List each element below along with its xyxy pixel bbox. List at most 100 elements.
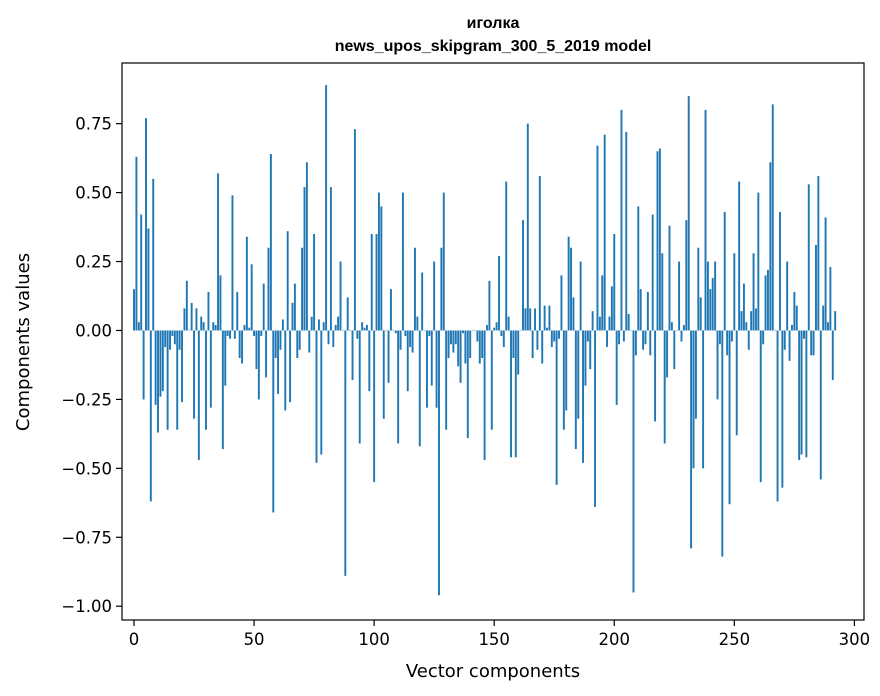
bar-230 <box>685 220 688 331</box>
bar-98 <box>368 330 371 392</box>
bar-140 <box>469 330 472 359</box>
bar-8 <box>152 178 155 331</box>
bar-189 <box>586 330 589 342</box>
bar-12 <box>161 330 164 392</box>
bar-145 <box>481 330 484 359</box>
bar-191 <box>591 311 594 331</box>
bar-244 <box>718 330 721 345</box>
bar-208 <box>632 330 635 593</box>
bar-227 <box>678 261 681 331</box>
bar-148 <box>488 280 491 331</box>
bar-73 <box>308 330 311 353</box>
bar-164 <box>526 123 529 331</box>
bar-38 <box>224 330 227 386</box>
bar-249 <box>730 330 733 342</box>
bar-185 <box>577 330 580 419</box>
bar-65 <box>289 330 292 403</box>
bar-107 <box>389 289 392 331</box>
bar-195 <box>601 275 604 331</box>
bar-61 <box>279 330 282 350</box>
bar-260 <box>757 192 760 331</box>
bar-120 <box>421 272 424 331</box>
chart-title-line1: иголка <box>467 15 520 32</box>
bar-217 <box>654 330 657 422</box>
bar-132 <box>450 330 452 345</box>
bar-125 <box>433 261 436 331</box>
bar-157 <box>510 330 512 458</box>
bar-212 <box>642 330 645 350</box>
bar-122 <box>426 330 428 408</box>
bar-70 <box>301 247 304 331</box>
bar-39 <box>226 330 229 336</box>
bar-89 <box>346 297 349 331</box>
bar-45 <box>241 330 244 364</box>
bar-100 <box>373 330 376 483</box>
bar-266 <box>771 104 774 331</box>
bar-17 <box>173 330 176 345</box>
bars-group <box>133 85 837 596</box>
bar-109 <box>394 330 397 334</box>
bar-124 <box>430 330 433 386</box>
bar-27 <box>197 330 200 461</box>
bar-282 <box>810 330 813 356</box>
bar-253 <box>740 311 743 331</box>
bar-197 <box>606 330 609 348</box>
bar-28 <box>200 316 203 331</box>
bar-199 <box>610 286 613 331</box>
bar-60 <box>277 330 280 394</box>
bar-42 <box>233 330 236 339</box>
bar-49 <box>250 264 253 331</box>
bar-209 <box>634 330 637 356</box>
bar-143 <box>476 330 479 342</box>
bar-110 <box>397 330 400 444</box>
bar-292 <box>834 311 837 331</box>
bar-269 <box>778 211 781 331</box>
bar-187 <box>582 330 585 463</box>
bar-231 <box>687 96 690 331</box>
bar-78 <box>320 330 323 455</box>
bar-51 <box>255 330 258 370</box>
bar-16 <box>171 330 174 336</box>
bar-59 <box>274 330 277 359</box>
bar-2 <box>137 322 140 331</box>
bar-290 <box>829 267 832 331</box>
bar-223 <box>668 225 671 331</box>
bar-186 <box>579 261 582 331</box>
bar-162 <box>522 220 524 331</box>
x-tick-label: 150 <box>478 630 510 649</box>
bar-22 <box>185 280 188 331</box>
bar-115 <box>409 330 412 348</box>
bar-252 <box>738 181 741 331</box>
bar-135 <box>457 330 460 367</box>
bar-114 <box>406 330 409 392</box>
bar-218 <box>656 151 659 331</box>
bar-136 <box>459 330 462 383</box>
bar-41 <box>231 195 234 331</box>
bar-213 <box>644 330 647 345</box>
bar-130 <box>445 330 448 430</box>
bar-34 <box>214 324 217 331</box>
bar-155 <box>505 181 508 331</box>
bar-6 <box>147 228 150 331</box>
bar-203 <box>620 109 623 331</box>
bar-80 <box>325 85 328 331</box>
bar-274 <box>791 324 793 331</box>
y-tick-label: 0.50 <box>75 184 112 203</box>
y-axis-label: Components values <box>13 253 34 431</box>
bar-76 <box>315 330 318 463</box>
bar-225 <box>673 330 676 370</box>
bar-104 <box>382 330 385 419</box>
bar-101 <box>375 233 378 331</box>
bar-69 <box>298 330 301 350</box>
bar-254 <box>742 283 745 331</box>
bar-9 <box>154 330 157 405</box>
bar-163 <box>524 308 527 331</box>
bar-200 <box>613 233 616 331</box>
bar-79 <box>322 322 325 331</box>
bar-84 <box>334 324 337 331</box>
bar-211 <box>639 289 642 331</box>
bar-270 <box>781 330 784 488</box>
bar-33 <box>212 322 215 331</box>
bar-63 <box>284 330 287 411</box>
plot-frame <box>121 62 865 621</box>
